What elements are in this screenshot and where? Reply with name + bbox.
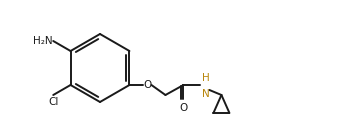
Text: H₂N: H₂N <box>33 36 52 46</box>
Text: H: H <box>202 73 209 83</box>
Text: Cl: Cl <box>48 97 58 107</box>
Text: O: O <box>179 103 188 113</box>
Text: O: O <box>143 80 152 90</box>
Text: N: N <box>202 89 209 99</box>
